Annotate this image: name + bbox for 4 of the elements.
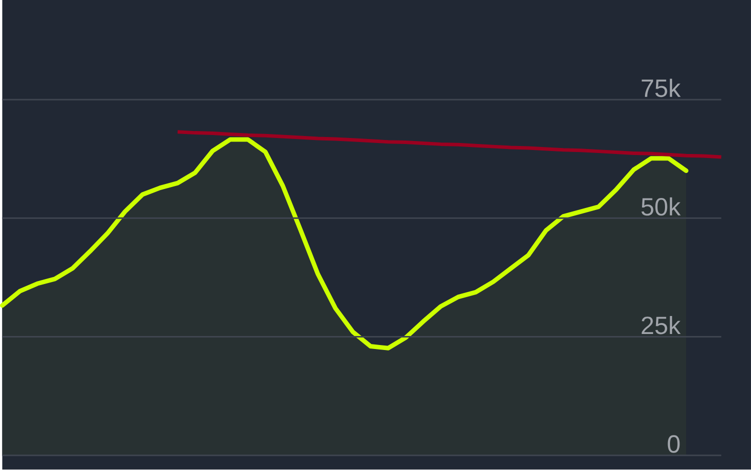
y-tick-label: 50k	[641, 198, 681, 216]
y-tick-label: 0	[668, 435, 680, 454]
y-tick-label: 75k	[642, 78, 681, 98]
y-tick-label: 25k	[642, 316, 681, 334]
